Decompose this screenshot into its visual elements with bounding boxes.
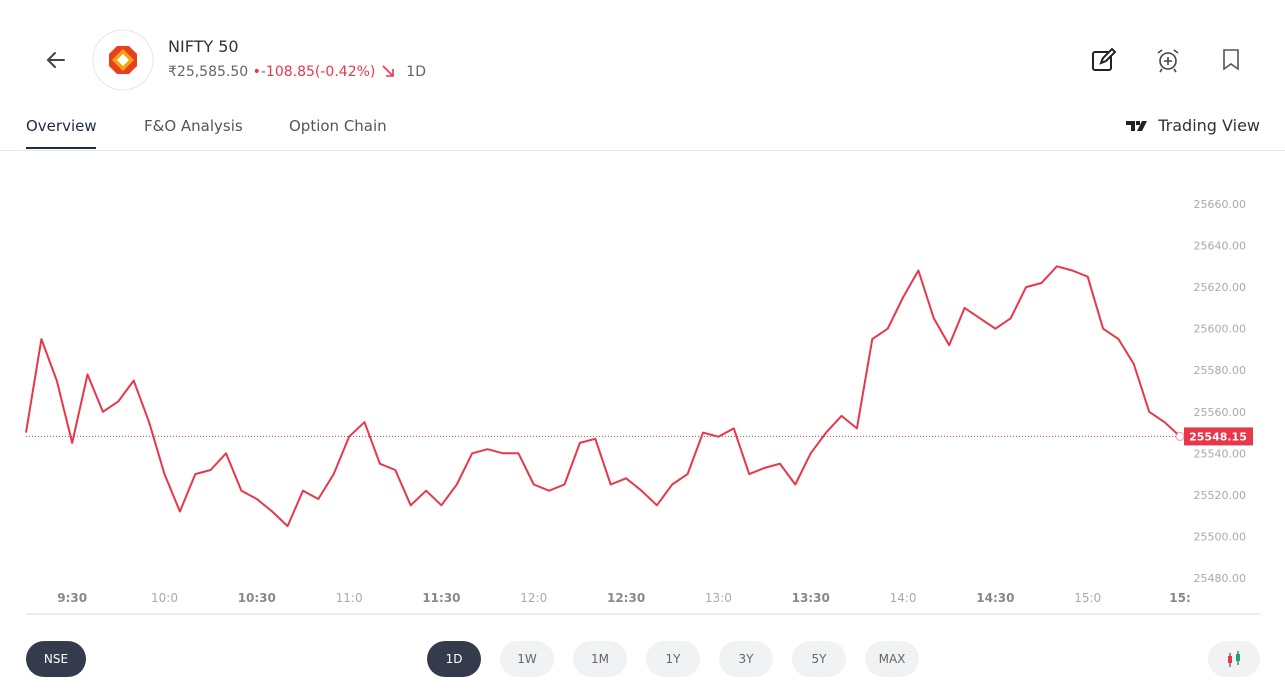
x-tick-label: 12:30 [607,591,645,605]
x-tick-label: 11:30 [422,591,460,605]
alert-icon[interactable] [1154,46,1182,74]
tab-underline [26,147,96,149]
exchange-button[interactable]: NSE [26,641,86,677]
range-button[interactable]: 1D [427,641,481,677]
range-button[interactable]: 1M [573,641,627,677]
y-tick-label: 25520.00 [1194,489,1247,502]
tab[interactable]: Option Chain [289,117,387,135]
y-tick-label: 25640.00 [1194,240,1247,253]
edit-icon[interactable] [1090,46,1118,74]
trading-view-label: Trading View [1158,116,1260,135]
trading-view-link[interactable]: Trading View [1126,116,1260,135]
price-line: ₹25,585.50 •-108.85(-0.42%) 1D [168,64,426,80]
y-tick-label: 25540.00 [1194,447,1247,460]
change: •-108.85(-0.42%) [252,64,376,80]
instrument-title: NIFTY 50 [168,37,239,56]
range-button[interactable]: 5Y [792,641,846,677]
y-tick-label: 25660.00 [1194,198,1247,211]
range-button[interactable]: 1Y [646,641,700,677]
x-tick-label: 10:30 [238,591,276,605]
price: ₹25,585.50 [168,64,249,80]
period: 1D [406,64,426,80]
x-tick-label: 13:30 [792,591,830,605]
y-tick-label: 25480.00 [1194,572,1247,585]
y-tick-label: 25500.00 [1194,530,1247,543]
x-tick-label: 14:0 [890,591,917,605]
divider [0,150,1285,151]
chart-type-button[interactable] [1208,641,1260,677]
x-tick-label: 15:0 [1074,591,1101,605]
y-tick-label: 25560.00 [1194,406,1247,419]
last-point [1175,431,1185,441]
range-button[interactable]: 1W [500,641,554,677]
x-tick-label: 9:30 [57,591,87,605]
chart: 25480.00 25500.00 25520.00 25540.00 25560.00… [25,198,1260,615]
tv-logo [1126,120,1148,131]
x-tick-label: 15: [1169,591,1191,605]
x-tick-label: 13:0 [705,591,732,605]
range-button[interactable]: 3Y [719,641,773,677]
bookmark-icon[interactable] [1220,47,1242,73]
price-line [25,265,1181,528]
y-tick-label: 25600.00 [1194,323,1247,336]
y-tick-label: 25580.00 [1194,364,1247,377]
x-tick-label: 10:0 [151,591,178,605]
last-price-tag [1184,427,1253,446]
tab[interactable]: Overview [26,117,97,135]
tab[interactable]: F&O Analysis [144,117,243,135]
y-tick-label: 25620.00 [1194,281,1247,294]
logo [92,29,154,91]
down-arrow [382,65,394,77]
x-tick-label: 12:0 [520,591,547,605]
x-tick-label: 11:0 [336,591,363,605]
x-tick-label: 14:30 [976,591,1014,605]
last-price-label: 25548.15 [1189,430,1247,443]
range-button[interactable]: MAX [865,641,919,677]
back-button[interactable] [44,48,68,72]
